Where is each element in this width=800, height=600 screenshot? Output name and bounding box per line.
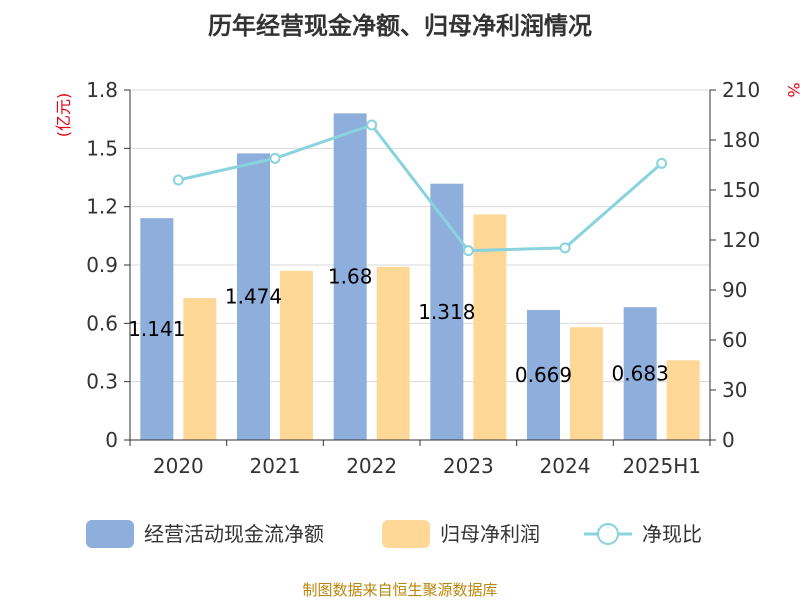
y-left-tick-label: 1.8 — [86, 78, 118, 102]
y-left-tick-label: 0.3 — [86, 370, 118, 394]
y-right-tick-label: 120 — [722, 228, 760, 252]
ratio-line — [172, 119, 668, 257]
net-profit-bar — [666, 360, 700, 440]
cashflow-data-label: 1.141 — [128, 317, 185, 341]
y-left-tick-label: 1.2 — [86, 195, 118, 219]
x-tick-label: 2024 — [540, 454, 591, 478]
ratio-point — [559, 242, 571, 254]
legend: 经营活动现金流净额 归母净利润 净现比 — [86, 520, 702, 548]
y-right-unit: % — [784, 82, 800, 97]
y-left-tick-label: 1.5 — [86, 136, 118, 160]
y-right-tick-label: 60 — [722, 328, 747, 352]
chart-title: 历年经营现金净额、归母净利润情况 — [208, 12, 592, 40]
cashflow-data-label: 1.474 — [225, 285, 282, 309]
source-note: 制图数据来自恒生聚源数据库 — [302, 581, 497, 599]
ratio-point — [366, 119, 378, 131]
x-tick-label: 2022 — [346, 454, 397, 478]
y-left-tick-label: 0.6 — [86, 311, 118, 335]
legend-label: 经营活动现金流净额 — [144, 522, 324, 546]
cashflow-bar — [237, 153, 270, 440]
y-left-unit: (亿元) — [54, 93, 73, 138]
x-tick-label: 2020 — [153, 454, 204, 478]
y-right-tick-label: 30 — [722, 378, 747, 402]
cashflow-bar — [623, 307, 657, 440]
y-right-tick-label: 0 — [722, 428, 735, 452]
cashflow-bar — [527, 309, 560, 440]
ratio-point — [462, 245, 474, 257]
net-profit-bar — [570, 327, 603, 440]
x-tick-label: 2023 — [443, 454, 494, 478]
ratio-point — [172, 174, 184, 186]
net-profit-bar — [280, 270, 313, 440]
net-profit-bar — [183, 298, 217, 440]
y-right-tick-label: 180 — [722, 128, 760, 152]
legend-swatch — [86, 520, 134, 548]
x-tick-label: 2021 — [250, 454, 301, 478]
bars — [140, 113, 700, 440]
legend-label: 净现比 — [642, 522, 702, 546]
cashflow-bar — [140, 218, 174, 440]
cashflow-bar — [430, 183, 464, 440]
net-profit-bar — [473, 214, 507, 440]
y-left-tick-label: 0.9 — [86, 253, 118, 277]
legend-label: 归母净利润 — [440, 522, 540, 546]
ratio-line-path — [178, 123, 663, 253]
data-labels: 1.141 1.474 1.68 1.318 0.669 0.683 — [128, 265, 669, 387]
y-right-tick-label: 150 — [722, 178, 760, 202]
cashflow-data-label: 0.669 — [515, 363, 572, 387]
axes: 0 0.3 0.6 0.9 1.2 1.5 1.8 0 30 60 90 120 150 180 210 20… — [86, 78, 760, 478]
cashflow-bar — [333, 113, 367, 440]
legend-swatch — [382, 520, 430, 548]
cashflow-data-label: 0.683 — [612, 362, 669, 386]
legend-marker — [597, 523, 619, 545]
y-right-tick-label: 210 — [722, 78, 760, 102]
y-right-tick-label: 90 — [722, 278, 747, 302]
ratio-point — [269, 152, 281, 164]
ratio-point — [656, 157, 668, 169]
grid — [130, 89, 710, 383]
net-profit-bar — [376, 266, 410, 440]
x-tick-label: 2025H1 — [622, 454, 701, 478]
y-left-tick-label: 0 — [105, 428, 118, 452]
cashflow-data-label: 1.318 — [418, 300, 475, 324]
cashflow-data-label: 1.68 — [328, 265, 373, 289]
